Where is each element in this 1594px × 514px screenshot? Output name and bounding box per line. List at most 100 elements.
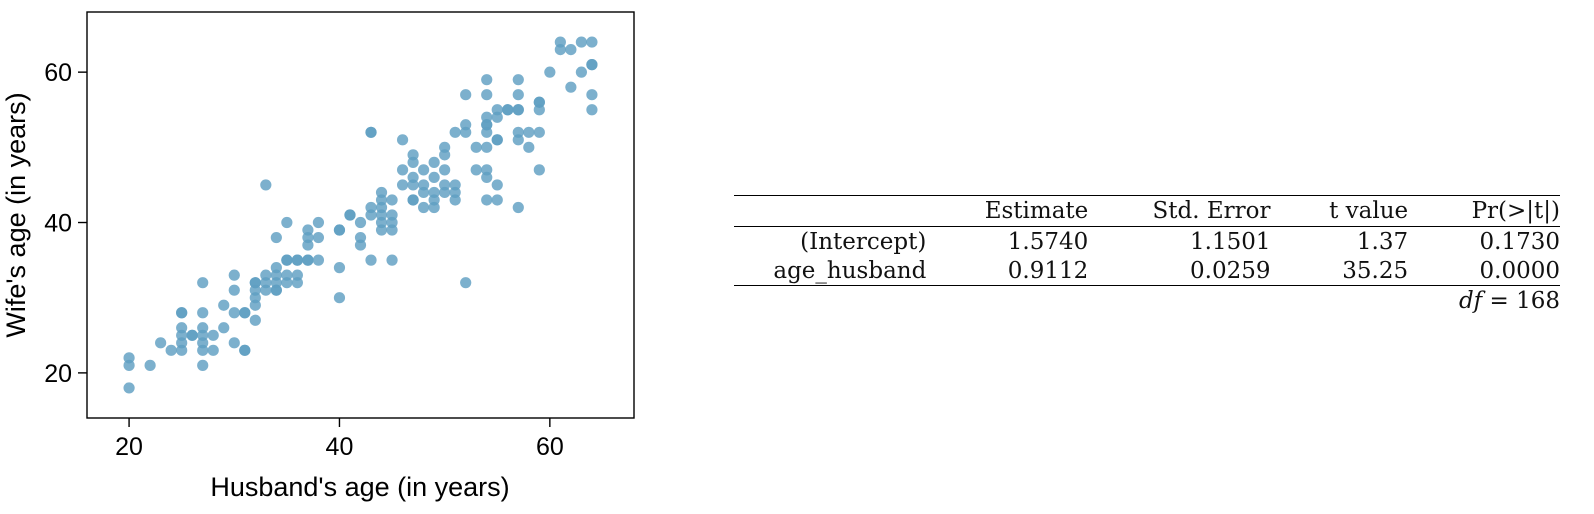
scatter-point [481, 164, 493, 176]
scatter-point [470, 141, 482, 153]
scatter-point [333, 262, 346, 274]
scatter-point [207, 329, 219, 341]
y-tick-label: 40 [44, 210, 72, 238]
df-value: 168 [1516, 287, 1560, 314]
scatter-point [228, 337, 240, 349]
scatter-point [281, 269, 293, 281]
row-std-error: 1.1501 [1190, 228, 1271, 255]
scatter-point [333, 292, 346, 304]
header-estimate: Estimate [926, 195, 1089, 227]
y-axis-title: Wife's age (in years) [1, 92, 31, 337]
scatter-point [365, 254, 377, 266]
scatter-point [512, 126, 524, 138]
scatter-point [239, 307, 251, 319]
scatter-point [197, 277, 209, 289]
scatter-point [512, 74, 524, 86]
scatter-point [586, 36, 598, 48]
scatter-point [481, 111, 493, 123]
scatter-point [428, 186, 440, 199]
scatter-point [333, 224, 346, 236]
scatter-point [418, 164, 430, 176]
scatter-point [481, 89, 493, 101]
scatter-point [565, 81, 577, 93]
scatter-point [449, 126, 461, 138]
scatter-point [144, 359, 156, 371]
scatter-point [407, 149, 419, 161]
scatter-point [386, 209, 398, 221]
df-equals: = [1482, 287, 1517, 314]
header-t-value: t value [1270, 195, 1409, 227]
y-axis: 20 40 60 [44, 59, 87, 388]
scatter-point [565, 43, 577, 56]
scatter-point [533, 96, 545, 108]
scatter-point [207, 344, 219, 356]
scatter-point [176, 322, 188, 334]
scatter-point [533, 126, 545, 138]
scatter-point [586, 89, 598, 101]
scatter-point [396, 134, 409, 146]
scatter-point [344, 209, 356, 221]
scatter-point [439, 141, 451, 153]
scatter-point [123, 382, 135, 394]
scatter-point [365, 126, 377, 138]
scatter-point [407, 171, 419, 184]
x-tick-label: 20 [115, 433, 143, 461]
scatter-point [418, 201, 430, 214]
regression-summary-table: Estimate Std. Error t value Pr(>|t|) (In… [734, 195, 1560, 315]
scatter-point [186, 329, 198, 341]
scatter-point [155, 337, 167, 349]
table-row: age_husband 0.9112 0.0259 35.25 0.0000 [734, 256, 1560, 286]
x-tick-label: 60 [536, 433, 564, 461]
row-t-value: 1.37 [1356, 228, 1409, 255]
scatter-point [439, 179, 451, 191]
row-estimate: 0.9112 [926, 256, 1089, 286]
scatter-point [396, 164, 409, 176]
x-axis-title: Husband's age (in years) [210, 472, 509, 502]
scatter-point [375, 186, 388, 199]
scatter-point [239, 344, 251, 356]
scatter-point [533, 164, 545, 176]
scatter-point [249, 277, 261, 289]
scatter-point [428, 156, 440, 168]
scatter-point [228, 307, 240, 319]
scatter-point [249, 314, 261, 326]
x-tick-label: 40 [326, 433, 354, 461]
table-header-row: Estimate Std. Error t value Pr(>|t|) [734, 195, 1560, 227]
row-p-value: 0.1730 [1479, 228, 1560, 255]
scatter-point [544, 66, 556, 78]
scatter-point [365, 201, 377, 214]
scatter-point [586, 59, 598, 71]
scatter-point [197, 307, 209, 319]
data-points [123, 36, 598, 394]
scatter-point [586, 104, 598, 116]
scatter-point [481, 194, 493, 206]
degrees-of-freedom: df = 168 [734, 286, 1560, 316]
scatter-point [218, 322, 230, 334]
scatter-point [291, 269, 303, 281]
scatter-point [228, 269, 240, 281]
header-std-error: Std. Error [1088, 195, 1271, 227]
scatter-point [197, 322, 209, 334]
scatter-point [449, 179, 461, 191]
scatter-point [302, 224, 314, 236]
scatter-point [281, 254, 293, 266]
scatter-point [439, 164, 451, 176]
scatter-point [470, 164, 482, 176]
header-p-value: Pr(>|t|) [1408, 195, 1560, 227]
scatter-point [312, 231, 325, 244]
scatter-point [270, 231, 282, 244]
scatter-point [386, 194, 398, 206]
scatter-point [165, 344, 177, 356]
row-p-value: 0.0000 [1408, 256, 1560, 286]
scatter-point [460, 89, 472, 101]
scatter-point [281, 216, 293, 229]
scatter-point [512, 201, 524, 214]
scatter-point [491, 194, 503, 206]
df-label: df [1458, 287, 1483, 314]
y-tick-label: 60 [44, 59, 72, 87]
scatter-point [354, 216, 367, 229]
plot-frame [86, 11, 635, 419]
row-term: age_husband [734, 256, 927, 286]
scatter-point [460, 119, 472, 131]
scatter-point [512, 104, 524, 116]
